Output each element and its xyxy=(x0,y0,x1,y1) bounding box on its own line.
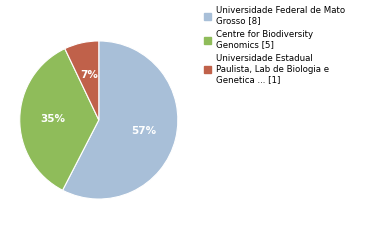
Text: 35%: 35% xyxy=(40,114,65,124)
Text: 7%: 7% xyxy=(80,70,98,80)
Legend: Universidade Federal de Mato
Grosso [8], Centre for Biodiversity
Genomics [5], U: Universidade Federal de Mato Grosso [8],… xyxy=(202,4,347,86)
Wedge shape xyxy=(20,49,99,190)
Wedge shape xyxy=(63,41,178,199)
Text: 57%: 57% xyxy=(131,126,156,136)
Wedge shape xyxy=(65,41,99,120)
